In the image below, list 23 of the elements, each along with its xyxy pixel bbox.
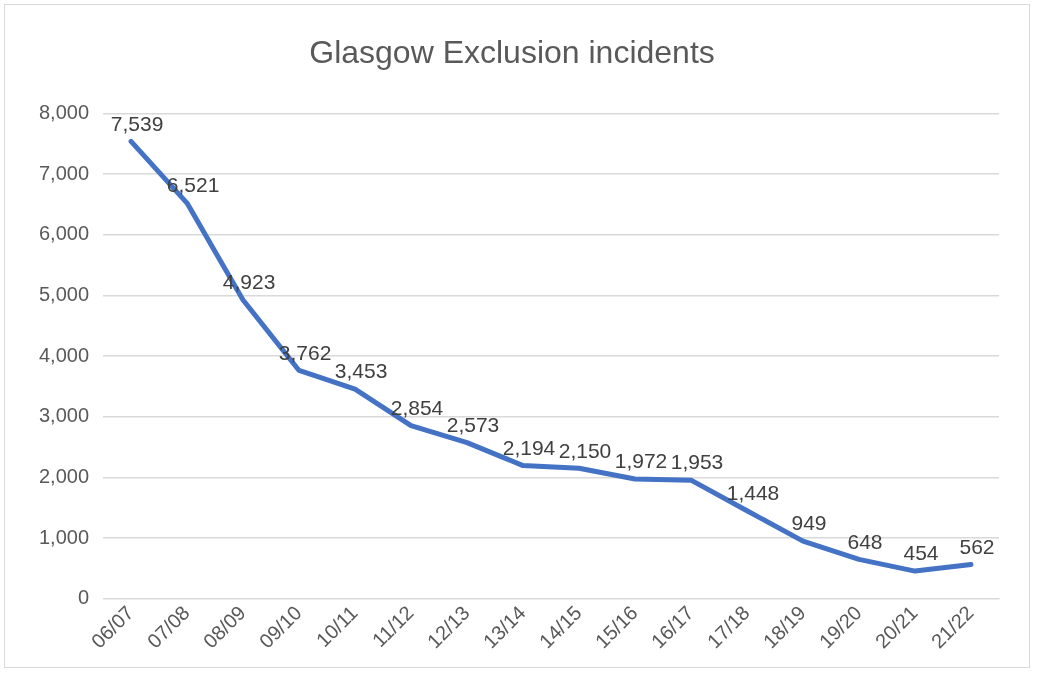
y-tick-label: 5,000 bbox=[38, 282, 90, 305]
data-label: 3,453 bbox=[334, 359, 388, 383]
y-tick-label: 6,000 bbox=[38, 222, 90, 245]
y-tick-label: 0 bbox=[77, 586, 90, 609]
y-tick-label: 8,000 bbox=[38, 100, 90, 123]
data-label: 562 bbox=[959, 534, 995, 558]
data-label: 648 bbox=[847, 529, 883, 553]
data-label: 1,448 bbox=[726, 481, 780, 505]
data-label: 1,972 bbox=[614, 449, 668, 473]
data-label: 454 bbox=[903, 541, 939, 565]
data-label: 2,150 bbox=[558, 438, 612, 462]
y-tick-label: 7,000 bbox=[38, 161, 90, 184]
data-label: 1,953 bbox=[670, 450, 724, 474]
y-tick-label: 3,000 bbox=[38, 404, 90, 427]
data-label: 2,573 bbox=[446, 412, 500, 436]
y-tick-label: 2,000 bbox=[38, 464, 90, 487]
y-tick-label: 4,000 bbox=[38, 343, 90, 366]
data-label: 949 bbox=[791, 511, 827, 535]
y-tick-label: 1,000 bbox=[38, 525, 90, 548]
data-label: 2,854 bbox=[390, 395, 444, 419]
chart-title: Glasgow Exclusion incidents bbox=[309, 34, 715, 71]
data-label: 2,194 bbox=[502, 435, 556, 459]
data-label: 7,539 bbox=[110, 111, 164, 135]
